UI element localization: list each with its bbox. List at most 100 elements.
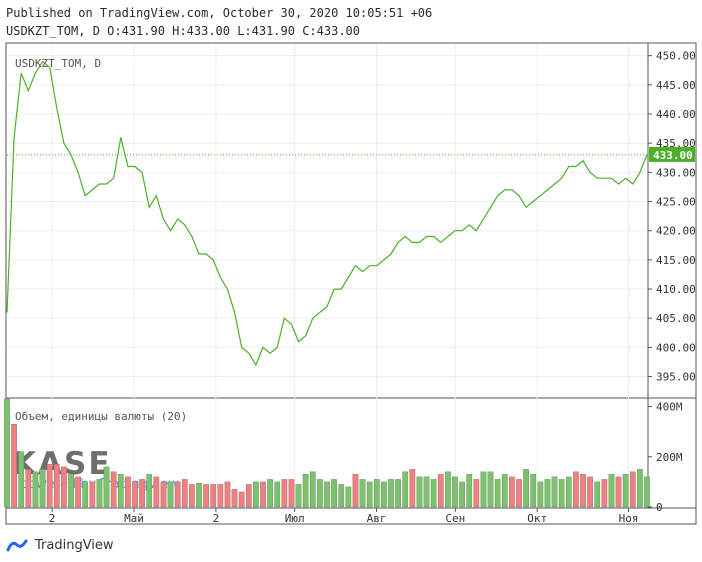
price-tick-label: 440.00 [656,108,696,121]
volume-bar [537,481,544,508]
volume-bar [644,476,650,508]
volume-bar [309,471,316,508]
volume-bar [366,481,373,508]
volume-bar [217,484,224,508]
price-tick-label: 400.00 [656,341,696,354]
volume-tick-label: 0 [656,501,663,514]
volume-bar [480,471,487,508]
volume-bar [75,476,81,508]
volume-bar [487,471,494,508]
volume-bar [452,476,458,508]
price-line [6,60,648,367]
volume-bar [530,474,537,508]
volume-bar [125,476,131,508]
price-tick-label: 395.00 [656,371,696,384]
volume-bar [295,484,302,508]
volume-bar [281,479,288,508]
last-price-label: 433.00 [653,149,693,162]
volume-bar [224,481,231,508]
volume-bar [509,476,515,508]
time-tick-label: 2 [49,512,56,525]
volume-bars [4,398,650,508]
price-tick-label: 410.00 [656,283,696,296]
volume-bar [423,476,430,508]
volume-bar [18,451,25,508]
volume-bar [637,469,643,508]
volume-bar [359,479,366,508]
volume-bar [544,479,551,508]
price-axis: 395.00 400.00 405.00 410.00 415.00 420.00 425.… [648,50,696,384]
volume-bar [551,476,558,508]
last-price-badge [649,146,695,162]
grid [7,44,647,507]
volume-bar [39,469,46,508]
volume-bar [96,479,103,508]
volume-bar [53,464,60,508]
volume-bar [189,484,195,508]
volume-bar [132,481,138,508]
price-tick-label: 420.00 [656,225,696,238]
volume-tick-label: 400M [656,401,683,414]
volume-bar [253,481,259,508]
volume-bar [402,471,409,508]
volume-bar [174,481,181,508]
volume-bar [167,481,174,508]
volume-bar [238,491,245,508]
volume-bar [317,479,323,508]
ohlc-caption: USDKZT_TOM, D O:431.90 H:433.00 L:431.90… [6,24,361,38]
volume-bar [203,484,209,508]
volume-bar [601,479,608,508]
volume-bar [231,489,238,508]
volume-bar [82,481,89,508]
volume-bar [381,481,387,508]
volume-bar [153,476,160,508]
volume-bar [516,479,522,508]
volume-bar [430,479,437,508]
volume-bar [338,484,345,508]
symbol-label: USDKZT_TOM, D [15,57,101,70]
volume-bar [245,484,252,508]
volume-title: Объем, единицы валюты (20) [15,410,187,423]
chart-frame [5,42,697,525]
volume-bar [25,469,32,508]
volume-bar [409,469,416,508]
volume-bar [274,481,281,508]
price-tick-label: 445.00 [656,79,696,92]
price-tick-label: 430.00 [656,166,696,179]
volume-bar [32,471,39,508]
volume-bar [110,471,117,508]
volume-bar [352,474,359,508]
volume-bar [181,479,188,508]
volume-bar [11,423,17,508]
price-tick-label: 415.00 [656,254,696,267]
time-tick-label: Сен [445,512,465,525]
volume-bar [587,476,593,508]
published-caption: Published on TradingView.com, October 30… [6,6,433,20]
volume-bar [302,474,309,508]
volume-bar [4,398,10,508]
volume-bar [445,471,451,508]
volume-bar [594,481,601,508]
price-series [6,60,648,367]
time-tick-label: Июл [285,512,305,525]
volume-bar [459,481,465,508]
volume-bar [68,474,74,508]
volume-bar [473,479,480,508]
time-tick-label: Авг [367,512,387,525]
volume-bar [580,474,586,508]
volume-bar [466,474,473,508]
volume-bar [89,481,96,508]
volume-bar [196,482,202,508]
volume-bar [267,479,273,508]
time-axis: 2 Май 2 Июл Авг Сен Окт Ноя [49,508,638,525]
tradingview-logo[interactable]: TradingView [6,536,114,554]
volume-bar [139,479,145,508]
price-tick-label: 435.00 [656,137,696,150]
volume-bar [437,474,444,508]
volume-bar [117,474,124,508]
price-tick-label: 450.00 [656,50,696,63]
volume-bar [523,469,529,508]
tradingview-logo-icon [6,539,28,552]
volume-bar [288,479,295,508]
